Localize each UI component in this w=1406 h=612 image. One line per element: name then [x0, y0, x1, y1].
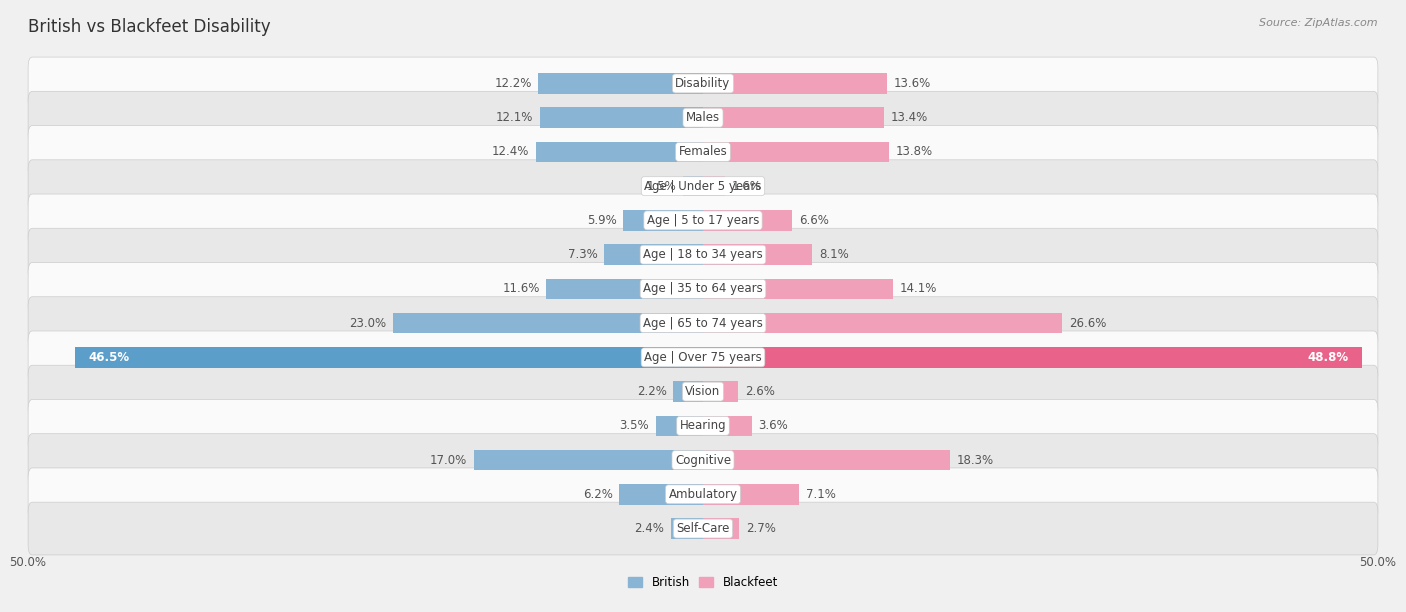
Bar	[703, 484, 799, 504]
Legend: British, Blackfeet: British, Blackfeet	[623, 572, 783, 594]
FancyBboxPatch shape	[28, 331, 1378, 384]
Text: 48.8%: 48.8%	[1308, 351, 1348, 364]
Text: 12.1%: 12.1%	[495, 111, 533, 124]
Text: Self-Care: Self-Care	[676, 522, 730, 535]
Text: 2.4%: 2.4%	[634, 522, 664, 535]
Text: 8.1%: 8.1%	[820, 248, 849, 261]
FancyBboxPatch shape	[28, 400, 1378, 452]
Bar	[703, 73, 887, 94]
Text: 7.1%: 7.1%	[806, 488, 835, 501]
FancyBboxPatch shape	[28, 91, 1378, 144]
Text: Vision: Vision	[685, 385, 721, 398]
Text: 7.3%: 7.3%	[568, 248, 598, 261]
Text: 3.6%: 3.6%	[758, 419, 789, 432]
Bar	[538, 73, 703, 94]
Text: 12.2%: 12.2%	[494, 77, 531, 90]
Bar	[623, 210, 703, 231]
Text: 14.1%: 14.1%	[900, 282, 938, 296]
Text: 3.5%: 3.5%	[620, 419, 650, 432]
Bar	[605, 244, 703, 265]
Text: 13.4%: 13.4%	[890, 111, 928, 124]
Text: 12.4%: 12.4%	[492, 146, 529, 159]
Bar	[619, 484, 703, 504]
Text: 1.6%: 1.6%	[731, 180, 761, 193]
Text: 17.0%: 17.0%	[430, 453, 467, 466]
Text: Hearing: Hearing	[679, 419, 727, 432]
Bar	[703, 313, 1062, 334]
Bar	[474, 450, 703, 471]
Text: Age | 65 to 74 years: Age | 65 to 74 years	[643, 316, 763, 330]
FancyBboxPatch shape	[28, 228, 1378, 281]
Text: Females: Females	[679, 146, 727, 159]
Text: Source: ZipAtlas.com: Source: ZipAtlas.com	[1260, 18, 1378, 28]
Bar	[547, 278, 703, 299]
Text: Males: Males	[686, 111, 720, 124]
Text: 13.6%: 13.6%	[893, 77, 931, 90]
Bar	[703, 278, 893, 299]
Bar	[703, 108, 884, 128]
Text: 23.0%: 23.0%	[349, 316, 385, 330]
Text: Age | 5 to 17 years: Age | 5 to 17 years	[647, 214, 759, 227]
Bar	[536, 141, 703, 162]
Text: 26.6%: 26.6%	[1069, 316, 1107, 330]
Text: Disability: Disability	[675, 77, 731, 90]
Text: Age | 18 to 34 years: Age | 18 to 34 years	[643, 248, 763, 261]
FancyBboxPatch shape	[28, 297, 1378, 349]
Text: 5.9%: 5.9%	[586, 214, 617, 227]
Text: Age | Under 5 years: Age | Under 5 years	[644, 180, 762, 193]
Bar	[673, 381, 703, 402]
FancyBboxPatch shape	[28, 365, 1378, 418]
Text: Age | 35 to 64 years: Age | 35 to 64 years	[643, 282, 763, 296]
Bar	[703, 518, 740, 539]
Bar	[655, 416, 703, 436]
FancyBboxPatch shape	[28, 502, 1378, 555]
Text: 6.6%: 6.6%	[799, 214, 828, 227]
Text: British vs Blackfeet Disability: British vs Blackfeet Disability	[28, 18, 271, 36]
Bar	[703, 141, 889, 162]
Text: Age | Over 75 years: Age | Over 75 years	[644, 351, 762, 364]
Text: 18.3%: 18.3%	[956, 453, 994, 466]
Text: 2.6%: 2.6%	[745, 385, 775, 398]
Bar	[540, 108, 703, 128]
Bar	[703, 244, 813, 265]
FancyBboxPatch shape	[28, 125, 1378, 178]
Bar	[703, 176, 724, 196]
Bar	[392, 313, 703, 334]
Bar	[76, 347, 703, 368]
Bar	[703, 416, 752, 436]
Text: 46.5%: 46.5%	[89, 351, 129, 364]
Text: 11.6%: 11.6%	[502, 282, 540, 296]
FancyBboxPatch shape	[28, 434, 1378, 487]
Text: 1.5%: 1.5%	[647, 180, 676, 193]
Bar	[671, 518, 703, 539]
Bar	[703, 210, 792, 231]
Bar	[703, 381, 738, 402]
Text: 2.7%: 2.7%	[747, 522, 776, 535]
FancyBboxPatch shape	[28, 57, 1378, 110]
Bar	[683, 176, 703, 196]
FancyBboxPatch shape	[28, 160, 1378, 212]
FancyBboxPatch shape	[28, 263, 1378, 315]
Text: Cognitive: Cognitive	[675, 453, 731, 466]
Bar	[703, 347, 1361, 368]
Text: 2.2%: 2.2%	[637, 385, 666, 398]
Bar	[703, 450, 950, 471]
Text: Ambulatory: Ambulatory	[668, 488, 738, 501]
FancyBboxPatch shape	[28, 194, 1378, 247]
Text: 6.2%: 6.2%	[582, 488, 613, 501]
FancyBboxPatch shape	[28, 468, 1378, 521]
Text: 13.8%: 13.8%	[896, 146, 934, 159]
